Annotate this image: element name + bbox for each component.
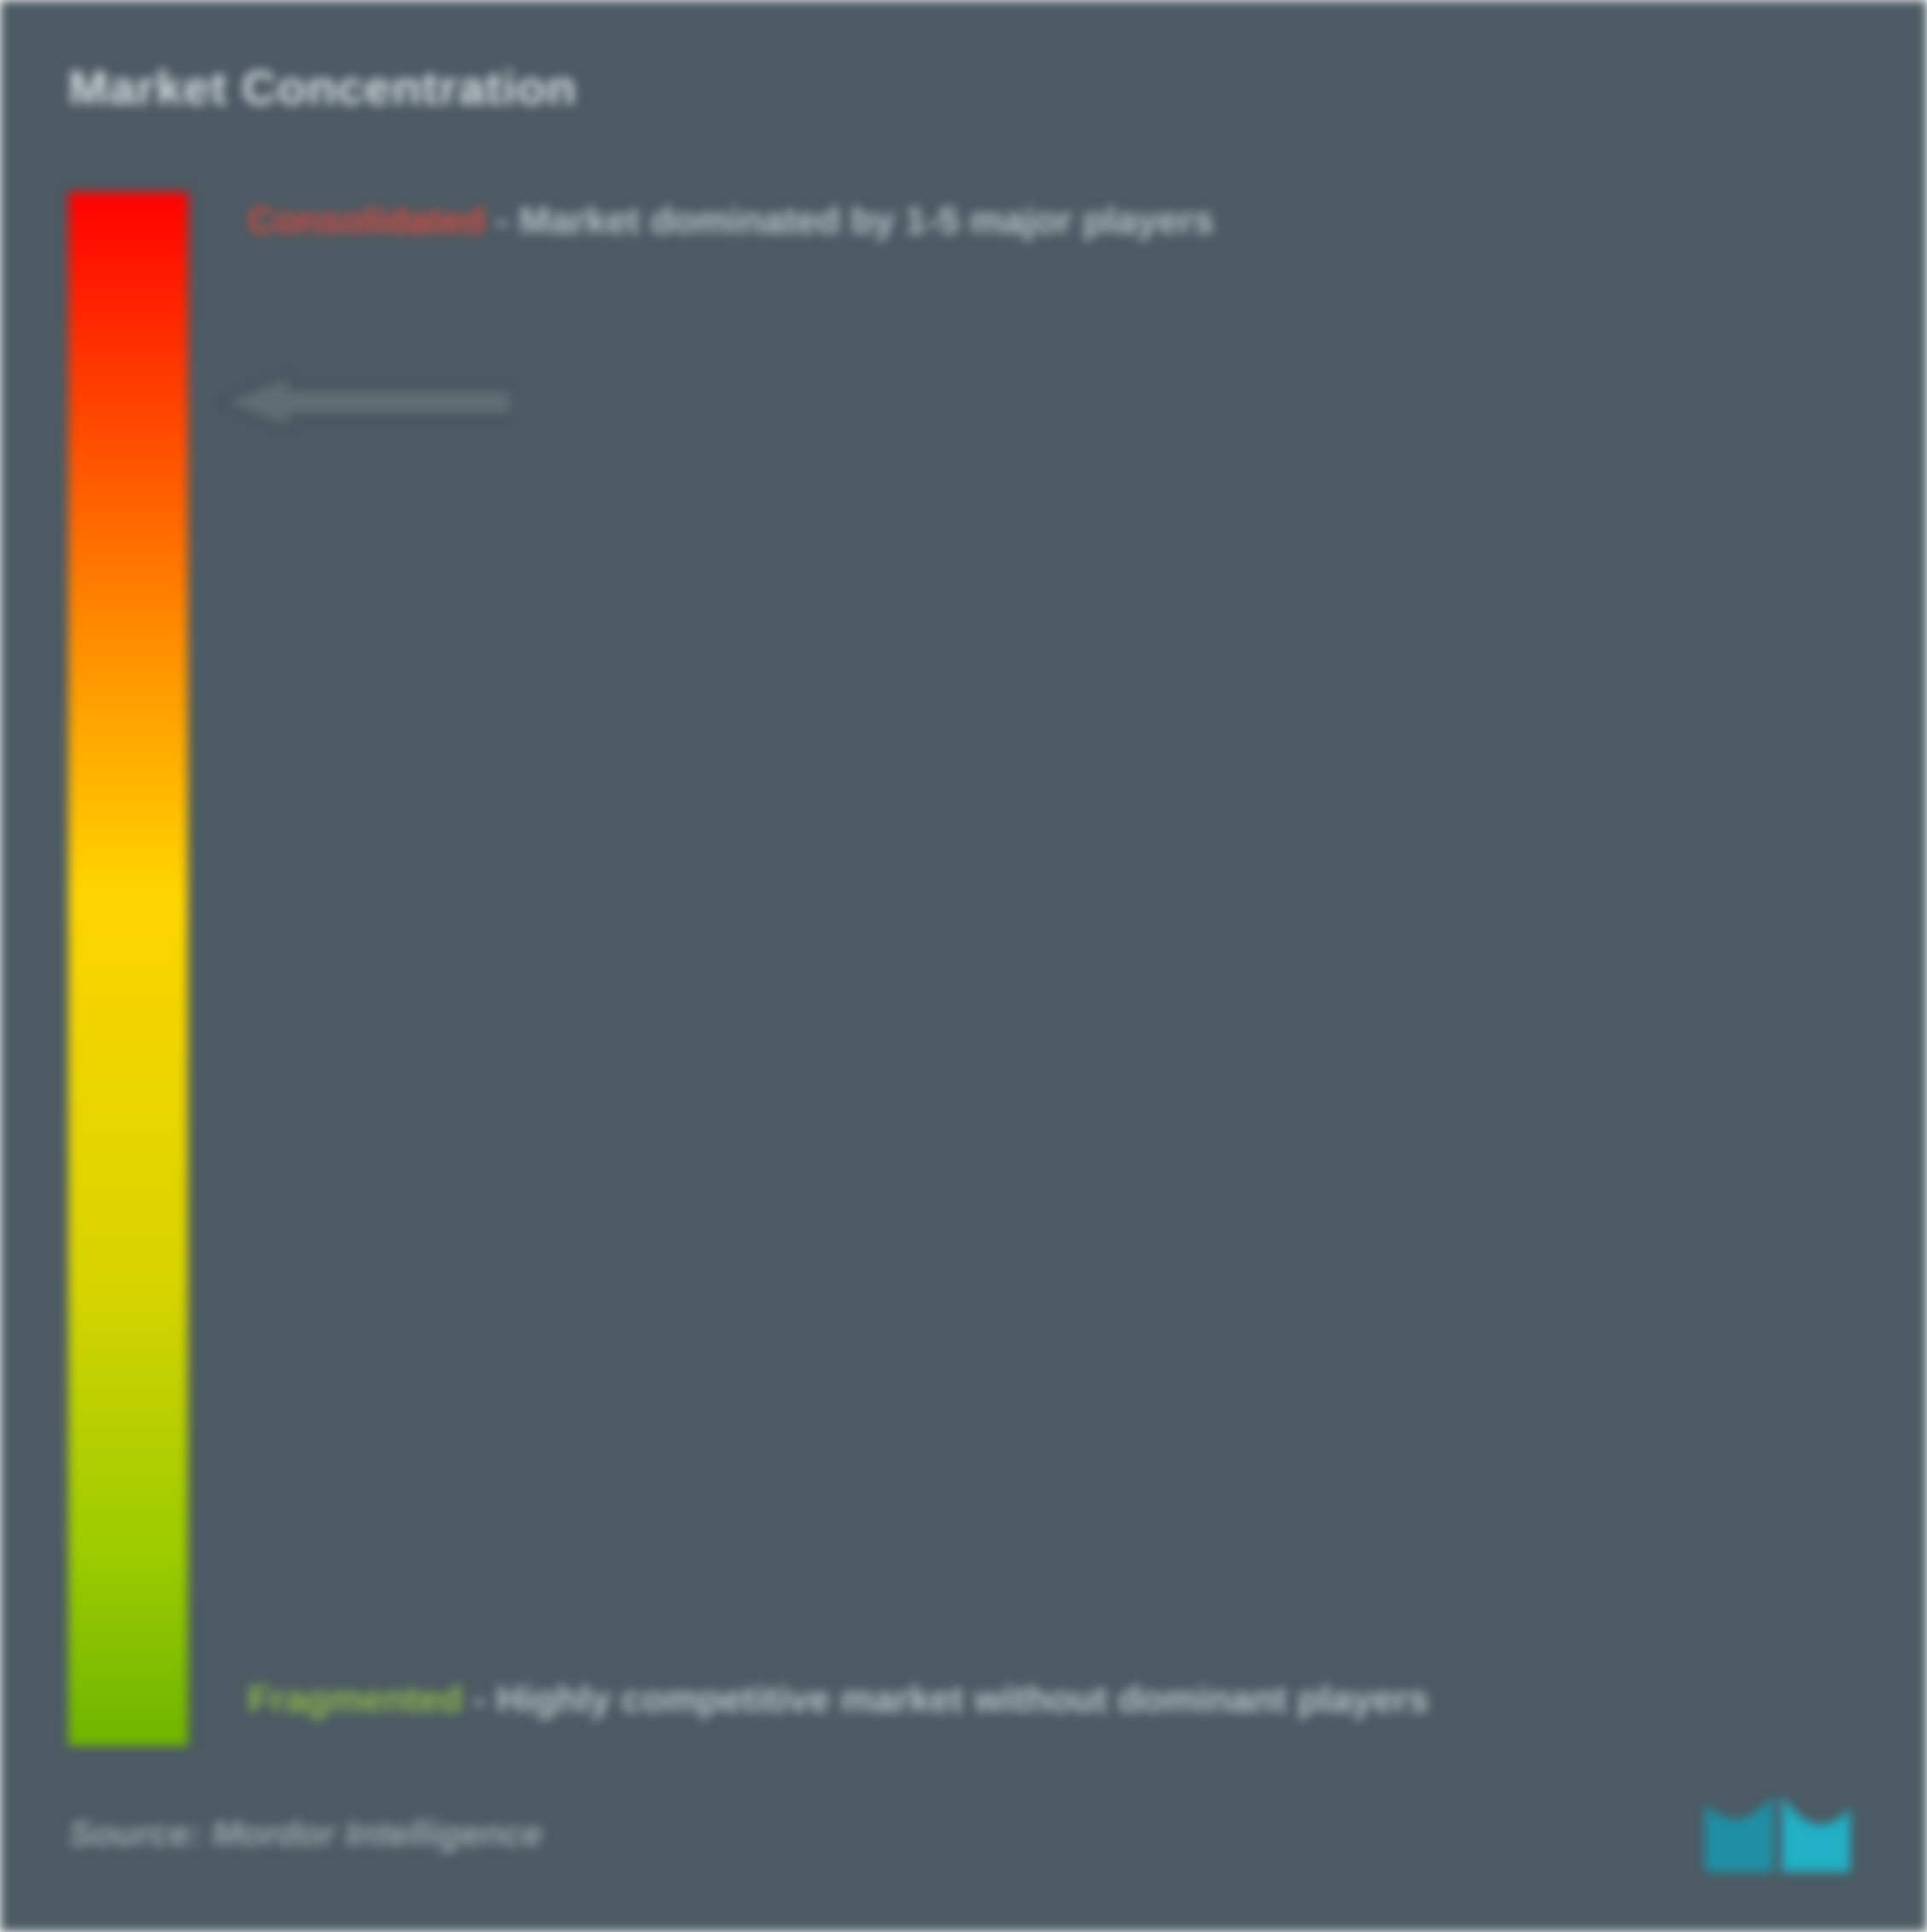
page-title: Market Concentration (68, 60, 1859, 115)
labels-container: Consolidated - Market dominated by 1-5 m… (248, 192, 1825, 1746)
footer: Source: Mordor Intelligence (68, 1787, 1859, 1881)
fragmented-label-row: Fragmented - Highly competitive market w… (248, 1671, 1825, 1729)
mordor-logo-icon (1696, 1787, 1859, 1881)
concentration-gradient-bar (68, 192, 188, 1746)
consolidated-description: - Market dominated by 1-5 major players (496, 200, 1214, 242)
source-attribution: Source: Mordor Intelligence (68, 1813, 542, 1854)
consolidated-label-row: Consolidated - Market dominated by 1-5 m… (248, 192, 1825, 250)
content-area: Consolidated - Market dominated by 1-5 m… (68, 192, 1859, 1746)
fragmented-description: - Highly competitive market without domi… (473, 1678, 1429, 1720)
fragmented-term: Fragmented (248, 1678, 463, 1720)
source-value: Mordor Intelligence (212, 1813, 542, 1853)
consolidated-term: Consolidated (248, 200, 486, 242)
gradient-svg (68, 192, 188, 1746)
market-concentration-card: Market Concentration Consolidated - Mark… (0, 0, 1927, 1932)
source-label: Source: (68, 1813, 201, 1853)
